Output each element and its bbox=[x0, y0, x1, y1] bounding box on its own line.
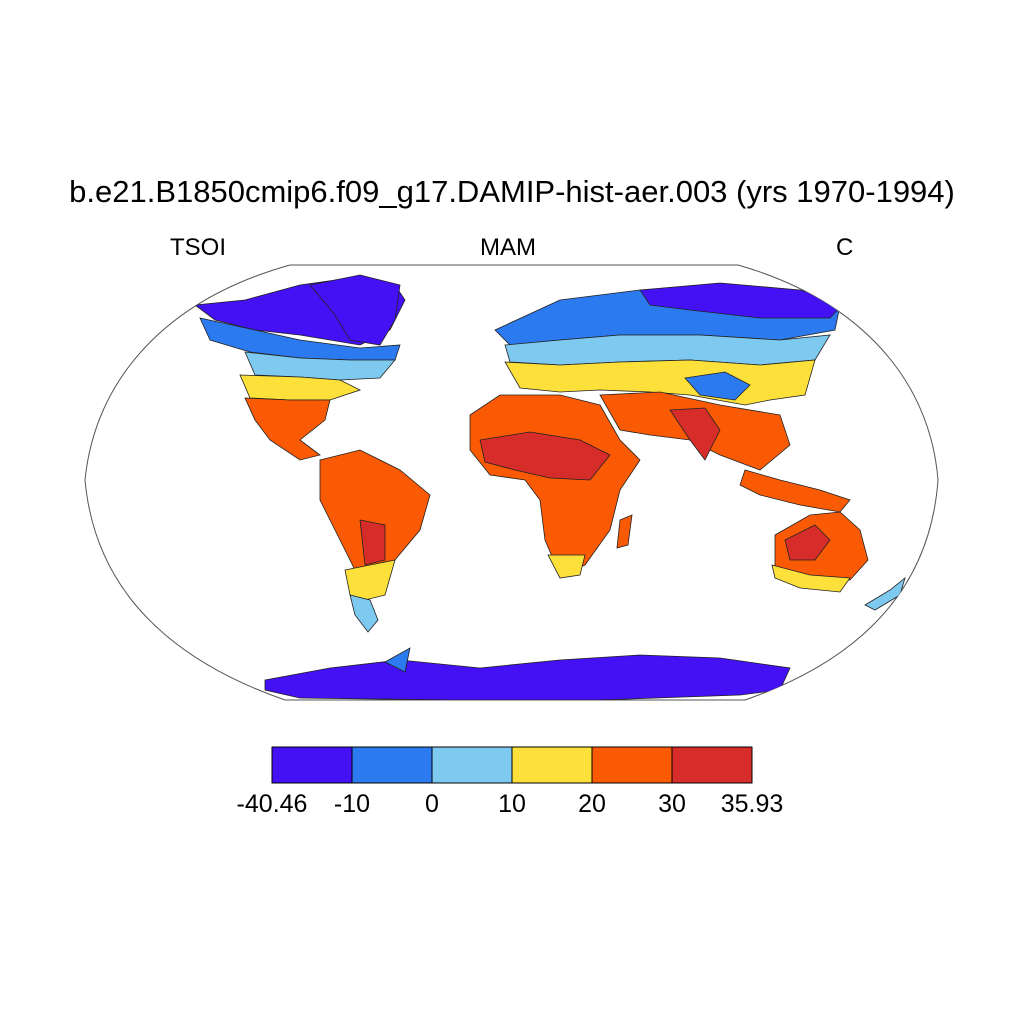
variable-label: TSOI bbox=[170, 234, 227, 261]
colorbar-swatch-1 bbox=[271, 746, 353, 784]
south-america-core bbox=[359, 519, 386, 566]
units-label: C bbox=[836, 234, 854, 261]
colorbar-swatch-6 bbox=[671, 746, 753, 784]
colorbar-label-1: -40.46 bbox=[236, 790, 308, 818]
siberia-cold bbox=[639, 282, 846, 319]
colorbar-label-5: 20 bbox=[578, 790, 606, 818]
map-title: b.e21.B1850cmip6.f09_g17.DAMIP-hist-aer.… bbox=[69, 174, 955, 209]
india-very-hot bbox=[669, 407, 721, 461]
colorbar-label-7: 35.93 bbox=[720, 790, 784, 818]
colorbar-swatch-5 bbox=[591, 746, 673, 784]
colorbar-label-2: -10 bbox=[333, 790, 371, 818]
colorbar-swatch-2 bbox=[351, 746, 433, 784]
antarctic-peninsula bbox=[384, 647, 411, 673]
south-america-warm bbox=[344, 559, 396, 601]
colorbar-label-6: 30 bbox=[658, 790, 686, 818]
australia-south-warm bbox=[771, 564, 851, 593]
colorbar-label-3: 0 bbox=[425, 790, 439, 818]
north-america-hot bbox=[244, 397, 331, 461]
tibet-cool bbox=[684, 371, 751, 401]
africa-south-warm bbox=[547, 554, 586, 579]
madagascar bbox=[616, 514, 633, 549]
new-zealand bbox=[864, 576, 906, 611]
greenland bbox=[309, 274, 401, 346]
australia-core bbox=[784, 524, 831, 561]
colorbar-label-4: 10 bbox=[498, 790, 526, 818]
south-america-tip bbox=[349, 594, 379, 633]
colorbar-swatch-4 bbox=[511, 746, 593, 784]
colorbar-swatch-3 bbox=[431, 746, 513, 784]
season-label: MAM bbox=[480, 234, 536, 261]
sahara-very-hot bbox=[479, 431, 611, 481]
